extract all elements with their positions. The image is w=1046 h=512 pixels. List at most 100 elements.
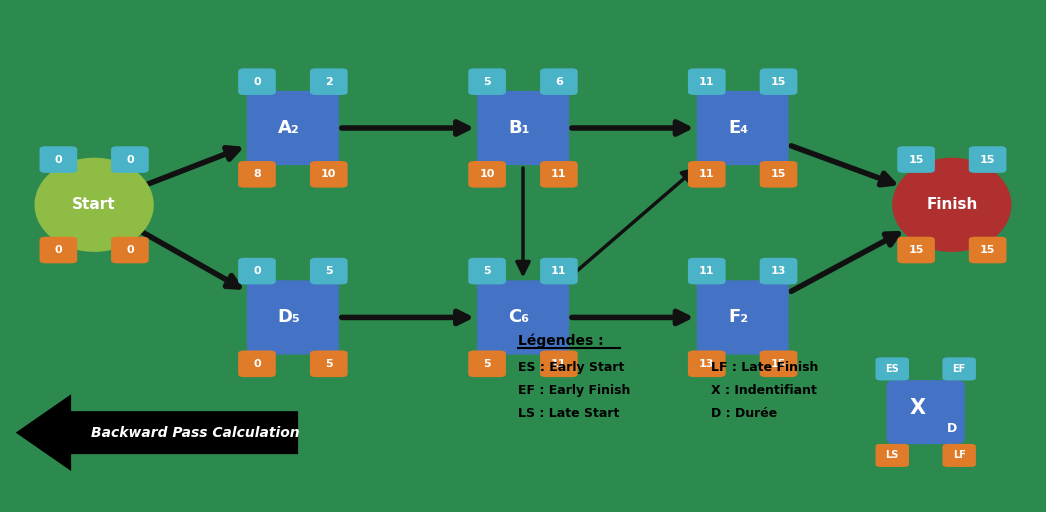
FancyBboxPatch shape — [469, 258, 506, 285]
FancyBboxPatch shape — [759, 161, 797, 188]
Text: ES: ES — [885, 364, 900, 374]
Text: 0: 0 — [127, 155, 134, 164]
Text: 11: 11 — [699, 77, 714, 87]
Text: 11: 11 — [551, 266, 567, 276]
FancyBboxPatch shape — [310, 68, 347, 95]
Ellipse shape — [35, 158, 154, 252]
Text: 15: 15 — [771, 359, 787, 369]
FancyBboxPatch shape — [540, 68, 577, 95]
Text: 5: 5 — [483, 266, 491, 276]
Text: C₆: C₆ — [508, 308, 529, 327]
Text: EF: EF — [953, 364, 965, 374]
Text: 10: 10 — [479, 169, 495, 179]
Text: 11: 11 — [551, 169, 567, 179]
FancyBboxPatch shape — [238, 258, 276, 285]
Text: F₂: F₂ — [728, 308, 749, 327]
FancyBboxPatch shape — [759, 258, 797, 285]
Text: 5: 5 — [325, 266, 333, 276]
Text: 0: 0 — [253, 77, 260, 87]
FancyBboxPatch shape — [887, 380, 964, 444]
FancyBboxPatch shape — [310, 161, 347, 188]
FancyBboxPatch shape — [942, 444, 976, 467]
FancyBboxPatch shape — [477, 281, 569, 354]
Text: 5: 5 — [483, 77, 491, 87]
FancyBboxPatch shape — [759, 68, 797, 95]
FancyBboxPatch shape — [247, 91, 339, 165]
Text: 5: 5 — [483, 359, 491, 369]
Polygon shape — [16, 394, 298, 471]
Text: 10: 10 — [321, 169, 337, 179]
Text: LS: LS — [886, 451, 899, 460]
FancyBboxPatch shape — [540, 258, 577, 285]
Text: EF : Early Finish: EF : Early Finish — [518, 384, 630, 397]
FancyBboxPatch shape — [247, 281, 339, 354]
FancyBboxPatch shape — [238, 351, 276, 377]
Text: 2: 2 — [325, 77, 333, 87]
FancyBboxPatch shape — [111, 146, 149, 173]
Text: 15: 15 — [908, 155, 924, 164]
FancyBboxPatch shape — [477, 91, 569, 165]
Text: ES : Early Start: ES : Early Start — [518, 361, 624, 374]
FancyBboxPatch shape — [897, 146, 935, 173]
Text: 15: 15 — [980, 245, 996, 255]
Text: E₄: E₄ — [728, 119, 749, 137]
FancyBboxPatch shape — [876, 357, 909, 380]
FancyBboxPatch shape — [540, 351, 577, 377]
FancyBboxPatch shape — [469, 161, 506, 188]
Text: 6: 6 — [555, 77, 563, 87]
Text: 15: 15 — [771, 77, 787, 87]
Text: LS : Late Start: LS : Late Start — [518, 407, 619, 420]
FancyBboxPatch shape — [759, 351, 797, 377]
Text: 11: 11 — [551, 359, 567, 369]
FancyBboxPatch shape — [469, 68, 506, 95]
FancyBboxPatch shape — [469, 351, 506, 377]
Text: 0: 0 — [127, 245, 134, 255]
Text: 5: 5 — [325, 359, 333, 369]
Text: 0: 0 — [253, 359, 260, 369]
FancyBboxPatch shape — [969, 146, 1006, 173]
Text: 0: 0 — [54, 245, 62, 255]
FancyBboxPatch shape — [688, 351, 726, 377]
Text: A₂: A₂ — [278, 119, 299, 137]
FancyBboxPatch shape — [697, 91, 789, 165]
Text: 0: 0 — [54, 155, 62, 164]
Ellipse shape — [892, 158, 1011, 252]
FancyBboxPatch shape — [969, 237, 1006, 263]
Text: B₁: B₁ — [508, 119, 529, 137]
Text: X: X — [909, 398, 926, 418]
Text: Finish: Finish — [926, 197, 978, 212]
Text: Start: Start — [72, 197, 116, 212]
FancyBboxPatch shape — [238, 68, 276, 95]
Text: 0: 0 — [253, 266, 260, 276]
Text: D₅: D₅ — [277, 308, 300, 327]
FancyBboxPatch shape — [310, 258, 347, 285]
FancyBboxPatch shape — [238, 161, 276, 188]
Text: D: D — [947, 422, 957, 435]
Text: 15: 15 — [908, 245, 924, 255]
Text: 11: 11 — [699, 266, 714, 276]
FancyBboxPatch shape — [40, 237, 77, 263]
Text: 15: 15 — [771, 169, 787, 179]
FancyBboxPatch shape — [688, 258, 726, 285]
FancyBboxPatch shape — [688, 68, 726, 95]
FancyBboxPatch shape — [942, 357, 976, 380]
Text: 15: 15 — [980, 155, 996, 164]
Text: 8: 8 — [253, 169, 260, 179]
Text: X : Indentifiant: X : Indentifiant — [711, 384, 817, 397]
Text: 13: 13 — [771, 266, 787, 276]
Text: Légendes :: Légendes : — [518, 334, 604, 348]
FancyBboxPatch shape — [876, 444, 909, 467]
FancyBboxPatch shape — [540, 161, 577, 188]
Text: LF : Late Finish: LF : Late Finish — [711, 361, 819, 374]
Text: LF: LF — [953, 451, 965, 460]
FancyBboxPatch shape — [688, 161, 726, 188]
Text: 13: 13 — [699, 359, 714, 369]
FancyBboxPatch shape — [111, 237, 149, 263]
FancyBboxPatch shape — [897, 237, 935, 263]
Text: Backward Pass Calculation: Backward Pass Calculation — [91, 425, 299, 440]
FancyBboxPatch shape — [40, 146, 77, 173]
FancyBboxPatch shape — [310, 351, 347, 377]
Text: 11: 11 — [699, 169, 714, 179]
Text: D : Durée: D : Durée — [711, 407, 777, 420]
FancyBboxPatch shape — [697, 281, 789, 354]
